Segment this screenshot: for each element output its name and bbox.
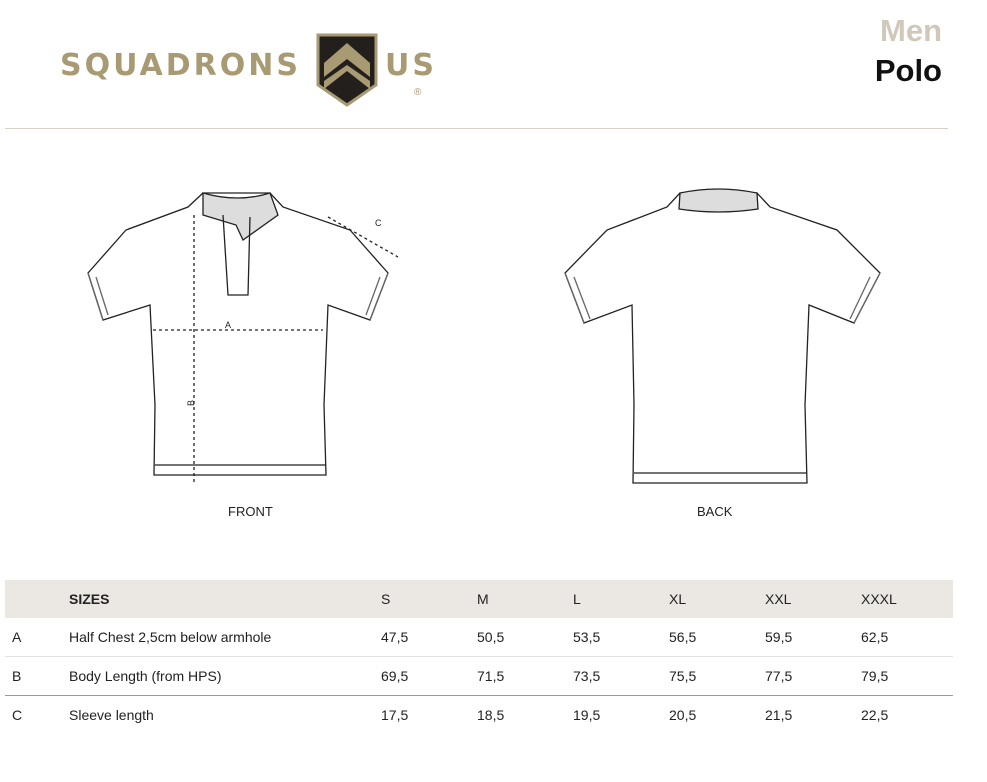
brand-name-right: US [385, 48, 437, 83]
row-label: Body Length (from HPS) [69, 656, 381, 696]
size-table: SIZES S M L XL XXL XXXL A Half Chest 2,5c… [5, 580, 953, 734]
back-caption: BACK [697, 504, 733, 519]
size-header: L [573, 591, 581, 607]
table-row: C Sleeve length 17,5 18,5 19,5 20,5 21,5 22,5 [5, 696, 953, 735]
measurement-cell: 75,5 [669, 656, 765, 696]
marker-a: A [225, 320, 232, 330]
back-shirt-drawing [564, 188, 881, 484]
measurement-cell: 77,5 [765, 656, 861, 696]
table-row: B Body Length (from HPS) 69,5 71,5 73,5 75,5 7… [5, 656, 953, 696]
row-label: Half Chest 2,5cm below armhole [69, 618, 381, 657]
measurement-cell: 19,5 [573, 707, 601, 723]
measurement-cell: 50,5 [477, 618, 573, 657]
row-code: B [5, 656, 69, 696]
size-header: S [381, 591, 391, 607]
header-divider [5, 128, 948, 129]
front-shirt-drawing [87, 192, 398, 483]
measurement-cell: 22,5 [861, 707, 889, 723]
size-header: XXXL [861, 591, 897, 607]
measurement-cell: 17,5 [381, 707, 409, 723]
measurement-cell: 20,5 [669, 707, 697, 723]
row-label: Sleeve length [69, 707, 154, 723]
brand-logo: SQUADRONS US ® [60, 33, 440, 108]
measurement-cell: 79,5 [861, 656, 953, 696]
category-title: Men [880, 13, 942, 48]
measurement-cell: 53,5 [573, 618, 669, 657]
brand-name-left: SQUADRONS [60, 48, 301, 83]
size-header: XXL [765, 591, 792, 607]
row-code: C [12, 707, 23, 723]
measurement-cell: 62,5 [861, 618, 953, 657]
measurement-cell: 18,5 [477, 707, 505, 723]
measurement-cell: 47,5 [381, 618, 477, 657]
registered-mark: ® [414, 87, 422, 98]
measurement-cell: 69,5 [381, 656, 477, 696]
front-caption: FRONT [228, 504, 273, 519]
table-header-row: SIZES S M L XL XXL XXXL [5, 580, 953, 618]
shield-logo-icon [316, 33, 378, 107]
measurement-cell: 59,5 [765, 618, 861, 657]
table-row: A Half Chest 2,5cm below armhole 47,5 50,5 5… [5, 618, 953, 657]
sizes-header: SIZES [69, 591, 110, 607]
size-header: M [477, 591, 489, 607]
measurement-cell: 56,5 [669, 618, 765, 657]
size-header: XL [669, 591, 687, 607]
marker-b: B [186, 399, 197, 407]
marker-c: C [375, 218, 382, 228]
product-title: Polo [874, 53, 942, 88]
measurement-cell: 73,5 [573, 656, 669, 696]
row-code: A [5, 618, 69, 657]
measurement-cell: 71,5 [477, 656, 573, 696]
measurement-cell: 21,5 [765, 707, 793, 723]
